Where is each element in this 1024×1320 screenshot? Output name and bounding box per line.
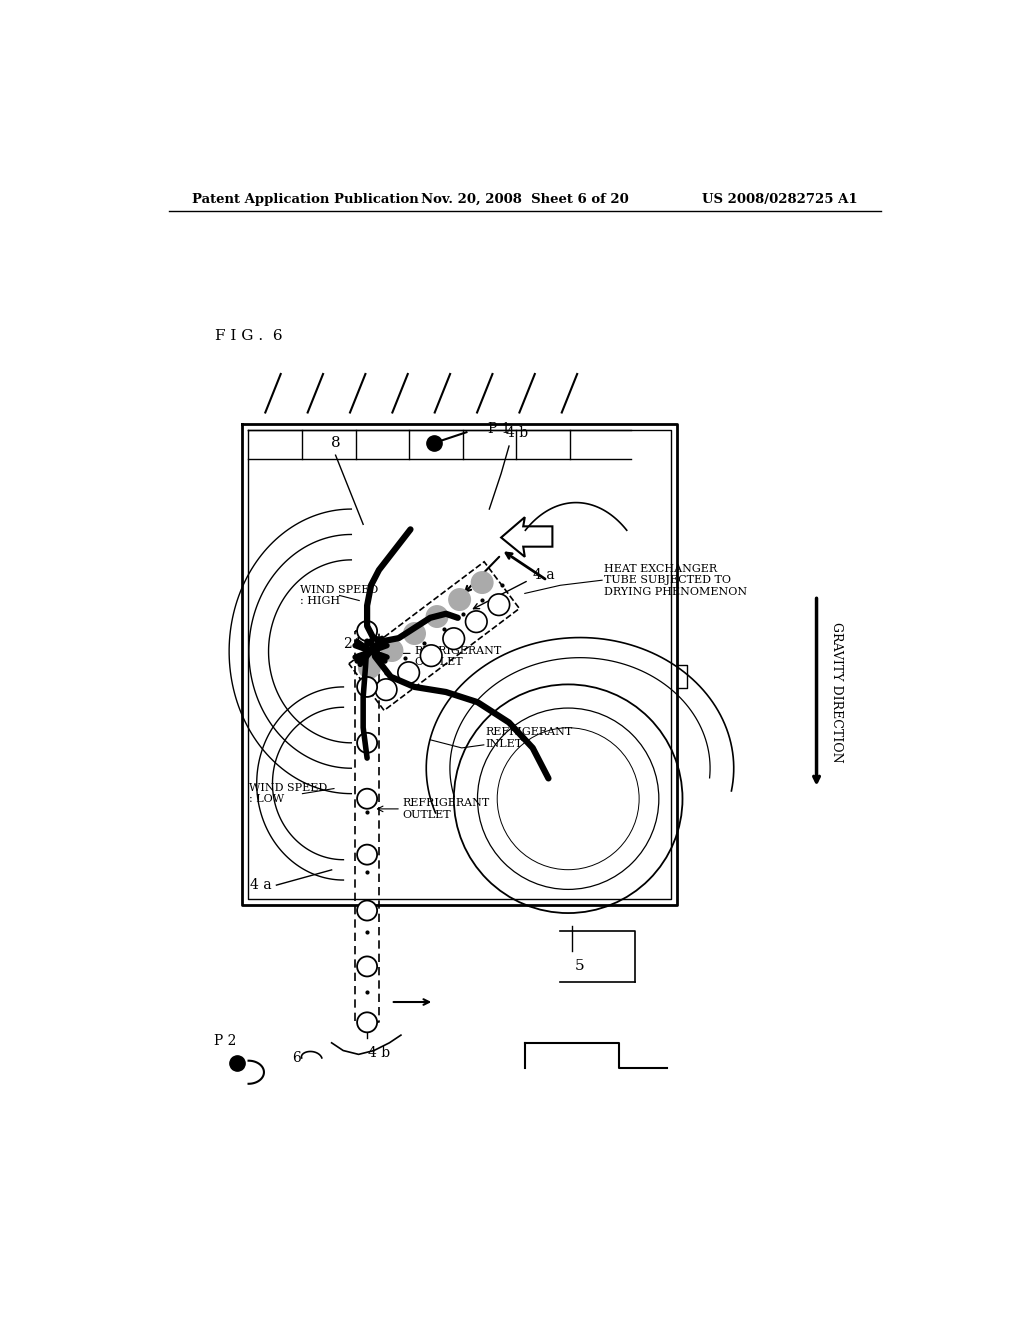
Circle shape — [357, 733, 377, 752]
Circle shape — [357, 677, 377, 697]
Circle shape — [421, 645, 442, 667]
Circle shape — [358, 657, 380, 678]
Circle shape — [357, 620, 377, 642]
Text: 5: 5 — [575, 960, 585, 973]
Text: WIND SPEED
: LOW: WIND SPEED : LOW — [249, 783, 327, 804]
Text: REFRIGERANT
OUTLET: REFRIGERANT OUTLET — [415, 645, 502, 667]
Text: 4 a: 4 a — [250, 878, 271, 892]
Text: US 2008/0282725 A1: US 2008/0282725 A1 — [701, 193, 857, 206]
Circle shape — [398, 661, 420, 684]
Text: 2: 2 — [343, 638, 352, 651]
Circle shape — [357, 957, 377, 977]
Text: 1: 1 — [353, 638, 362, 651]
Circle shape — [466, 611, 487, 632]
Circle shape — [471, 572, 493, 594]
Circle shape — [376, 678, 397, 701]
Text: 8: 8 — [331, 436, 340, 450]
Circle shape — [403, 623, 425, 644]
Text: Patent Application Publication: Patent Application Publication — [193, 193, 419, 206]
Text: REFRIGERANT
INLET: REFRIGERANT INLET — [485, 727, 572, 748]
Text: WIND SPEED
: HIGH: WIND SPEED : HIGH — [300, 585, 378, 606]
Circle shape — [443, 628, 465, 649]
Text: HEAT EXCHANGER
TUBE SUBJECTED TO
DRYING PHENOMENON: HEAT EXCHANGER TUBE SUBJECTED TO DRYING … — [603, 564, 746, 597]
Text: 6: 6 — [292, 1051, 300, 1065]
Text: Nov. 20, 2008  Sheet 6 of 20: Nov. 20, 2008 Sheet 6 of 20 — [421, 193, 629, 206]
Circle shape — [357, 789, 377, 809]
Circle shape — [357, 845, 377, 865]
Circle shape — [449, 589, 470, 610]
Text: GRAVITY DIRECTION: GRAVITY DIRECTION — [830, 622, 844, 763]
Circle shape — [357, 900, 377, 920]
Circle shape — [426, 606, 447, 627]
Text: 4 a: 4 a — [532, 568, 554, 582]
Text: REFRIGERANT
OUTLET: REFRIGERANT OUTLET — [402, 799, 489, 820]
Text: P 1: P 1 — [488, 422, 511, 436]
Circle shape — [381, 640, 402, 661]
Text: F I G .  6: F I G . 6 — [215, 329, 283, 343]
Circle shape — [357, 1012, 377, 1032]
Text: P 2: P 2 — [214, 1035, 237, 1048]
Text: 4 b: 4 b — [368, 1045, 390, 1060]
Text: 4 b: 4 b — [506, 426, 528, 440]
Circle shape — [488, 594, 510, 615]
